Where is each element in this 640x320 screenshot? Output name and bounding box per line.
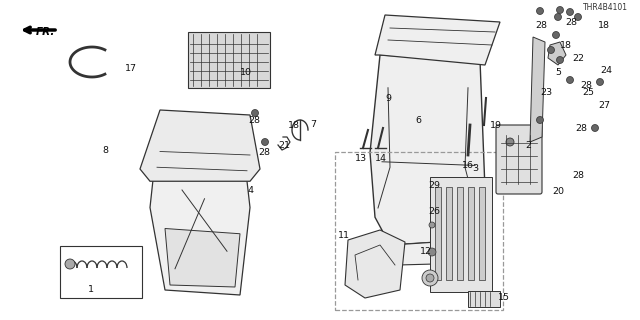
Circle shape	[596, 78, 604, 85]
Text: 8: 8	[102, 146, 108, 155]
Circle shape	[262, 139, 269, 146]
Bar	[468, 291, 500, 307]
Bar	[479, 187, 485, 280]
Circle shape	[547, 46, 554, 53]
Text: 28: 28	[565, 18, 577, 27]
Text: 29: 29	[428, 180, 440, 189]
Text: 7: 7	[310, 119, 316, 129]
Text: 13: 13	[355, 154, 367, 163]
Text: 3: 3	[472, 164, 478, 172]
Circle shape	[557, 6, 563, 13]
Text: 28: 28	[572, 171, 584, 180]
Text: 19: 19	[490, 121, 502, 130]
Polygon shape	[392, 240, 472, 265]
Text: FR.: FR.	[35, 27, 54, 37]
Circle shape	[536, 7, 543, 14]
Polygon shape	[150, 115, 250, 295]
Text: 25: 25	[582, 87, 594, 97]
Circle shape	[557, 57, 563, 63]
Circle shape	[506, 138, 514, 146]
Bar	[446, 187, 452, 280]
Circle shape	[591, 124, 598, 132]
Text: 1: 1	[88, 285, 94, 294]
Text: 21: 21	[278, 140, 290, 149]
Text: 5: 5	[555, 68, 561, 76]
Circle shape	[426, 274, 434, 282]
Text: 26: 26	[428, 207, 440, 217]
Text: 28: 28	[248, 116, 260, 124]
FancyBboxPatch shape	[496, 125, 542, 194]
Bar	[435, 187, 441, 280]
Bar	[335, 152, 503, 310]
Circle shape	[422, 270, 438, 286]
Polygon shape	[548, 42, 566, 65]
Polygon shape	[375, 15, 500, 65]
Text: 16: 16	[462, 161, 474, 170]
Text: 12: 12	[420, 247, 432, 257]
Text: 28: 28	[258, 148, 270, 156]
Polygon shape	[370, 55, 485, 245]
Circle shape	[566, 76, 573, 84]
Circle shape	[252, 109, 259, 116]
Text: 18: 18	[288, 121, 300, 130]
Text: 28: 28	[580, 81, 592, 90]
Circle shape	[536, 116, 543, 124]
Bar	[457, 187, 463, 280]
Text: 22: 22	[572, 53, 584, 62]
Text: 18: 18	[598, 20, 610, 29]
Polygon shape	[140, 110, 260, 181]
Text: 18: 18	[560, 41, 572, 50]
Text: 24: 24	[600, 66, 612, 75]
Bar	[468, 187, 474, 280]
Bar	[60, 246, 142, 298]
Text: 10: 10	[240, 68, 252, 76]
Bar	[430, 177, 492, 292]
Text: 20: 20	[552, 188, 564, 196]
Text: 2: 2	[525, 140, 531, 149]
Text: 28: 28	[535, 20, 547, 29]
Text: 6: 6	[415, 116, 421, 124]
Circle shape	[552, 31, 559, 38]
Circle shape	[65, 259, 75, 269]
Bar	[188, 32, 270, 88]
Circle shape	[428, 248, 436, 256]
Circle shape	[575, 13, 582, 20]
Circle shape	[429, 222, 435, 228]
Text: 17: 17	[125, 63, 137, 73]
Text: 15: 15	[498, 293, 510, 302]
Polygon shape	[530, 37, 545, 142]
Text: 9: 9	[385, 93, 391, 102]
Text: 23: 23	[540, 87, 552, 97]
Polygon shape	[345, 230, 405, 298]
Circle shape	[554, 13, 561, 20]
Text: 27: 27	[598, 100, 610, 109]
Text: 14: 14	[375, 154, 387, 163]
Circle shape	[566, 9, 573, 15]
Text: 11: 11	[338, 230, 350, 239]
Text: THR4B4101: THR4B4101	[583, 3, 628, 12]
Polygon shape	[165, 228, 240, 287]
Text: 4: 4	[248, 186, 254, 195]
Text: 28: 28	[575, 124, 587, 132]
